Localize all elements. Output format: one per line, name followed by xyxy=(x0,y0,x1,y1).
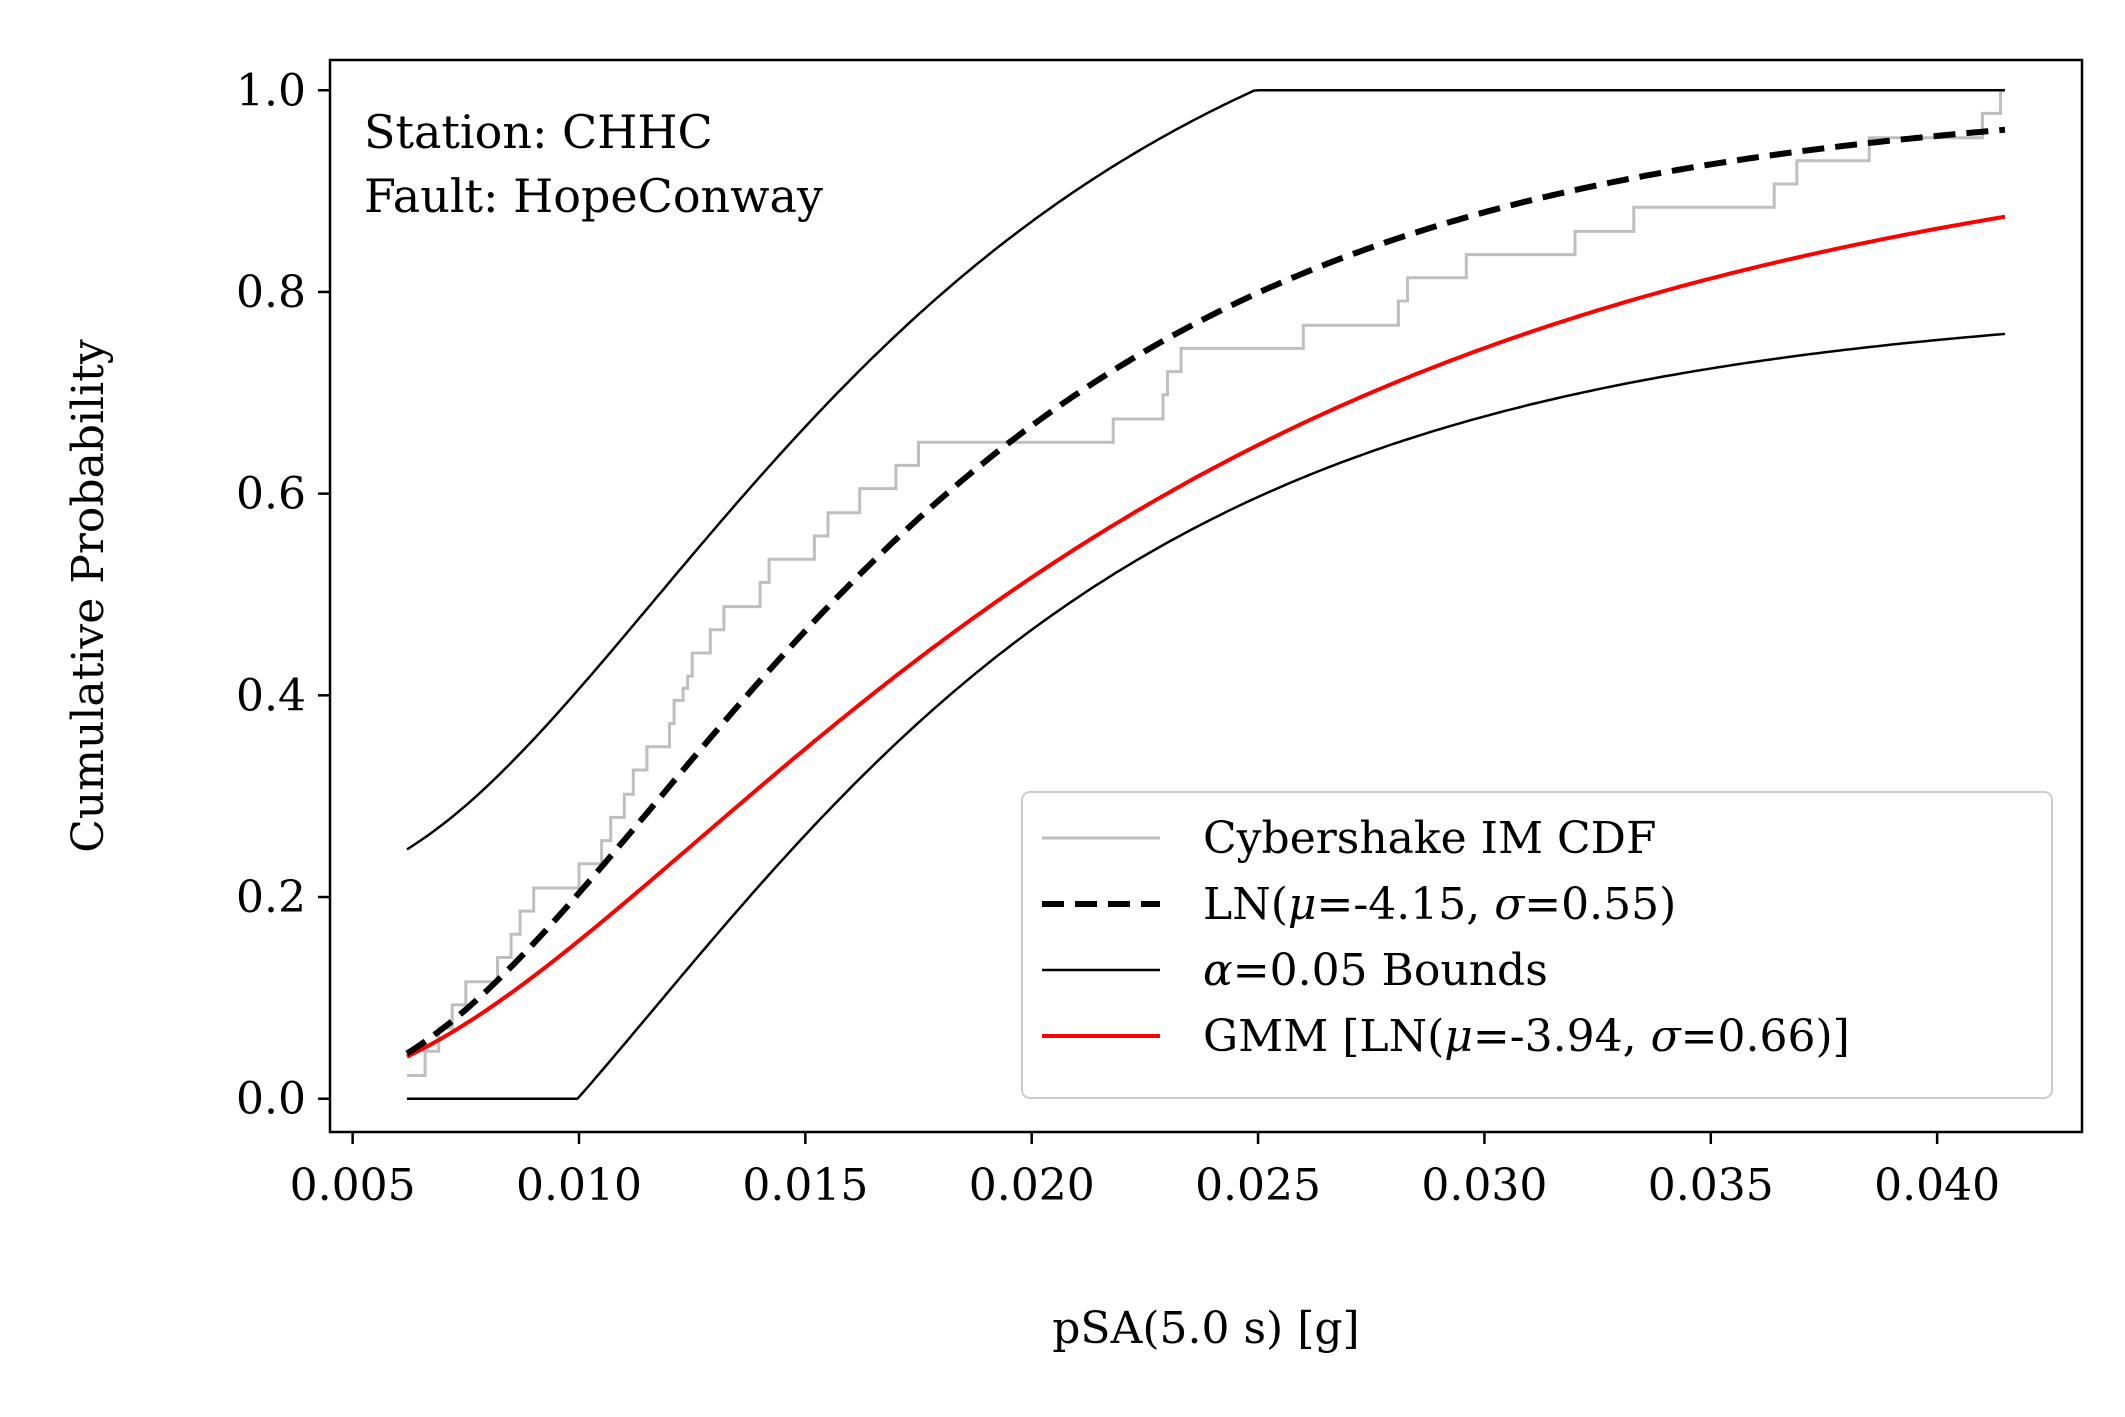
legend-label: LN(μ=-4.15, σ=0.55) xyxy=(1203,879,1676,930)
y-axis-label: Cumulative Probability xyxy=(63,339,114,853)
x-tick-label: 0.020 xyxy=(969,1160,1095,1211)
plot-lines xyxy=(405,88,2006,1100)
legend-label: GMM [LN(μ=-3.94, σ=0.66)] xyxy=(1203,1011,1850,1062)
annotation-fault: Fault: HopeConway xyxy=(364,169,823,223)
x-axis: 0.005 0.010 0.015 0.020 0.025 0.030 0.035 0.040 xyxy=(290,1132,2000,1211)
x-tick-label: 0.030 xyxy=(1421,1160,1547,1211)
annotation-station: Station: CHHC xyxy=(364,105,713,159)
legend-label: α=0.05 Bounds xyxy=(1203,945,1548,996)
x-axis-label: pSA(5.0 s) [g] xyxy=(1052,1303,1359,1354)
y-tick-label: 0.6 xyxy=(236,469,306,520)
x-tick-label: 0.035 xyxy=(1648,1160,1774,1211)
y-tick-label: 1.0 xyxy=(236,65,306,116)
plot-frame xyxy=(328,58,2084,1134)
series-cybershake-cdf xyxy=(407,88,2005,1077)
y-tick-label: 0.2 xyxy=(236,872,306,923)
x-tick-label: 0.005 xyxy=(290,1160,416,1211)
y-tick-label: 0.0 xyxy=(236,1074,306,1125)
y-tick-label: 0.8 xyxy=(236,267,306,318)
legend-label: Cybershake IM CDF xyxy=(1203,813,1657,864)
x-tick-label: 0.015 xyxy=(742,1160,868,1211)
x-tick-label: 0.040 xyxy=(1874,1160,2000,1211)
series-gmm xyxy=(406,214,2006,1059)
legend-box xyxy=(1021,791,2053,1099)
y-axis: 0.0 0.2 0.4 0.6 0.8 1.0 xyxy=(236,65,330,1125)
x-tick-label: 0.025 xyxy=(1195,1160,1321,1211)
legend: Cybershake IM CDF LN(μ=-4.15, σ=0.55) α=0.… xyxy=(1021,791,2053,1099)
y-tick-label: 0.4 xyxy=(236,670,306,721)
series-upper-bound xyxy=(406,89,2005,851)
x-tick-label: 0.010 xyxy=(516,1160,642,1211)
series-lower-bound xyxy=(407,332,2006,1100)
series-ln-fit xyxy=(405,126,2006,1057)
